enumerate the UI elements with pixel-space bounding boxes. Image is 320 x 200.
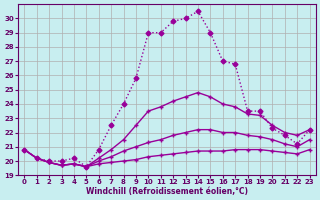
X-axis label: Windchill (Refroidissement éolien,°C): Windchill (Refroidissement éolien,°C) (86, 187, 248, 196)
